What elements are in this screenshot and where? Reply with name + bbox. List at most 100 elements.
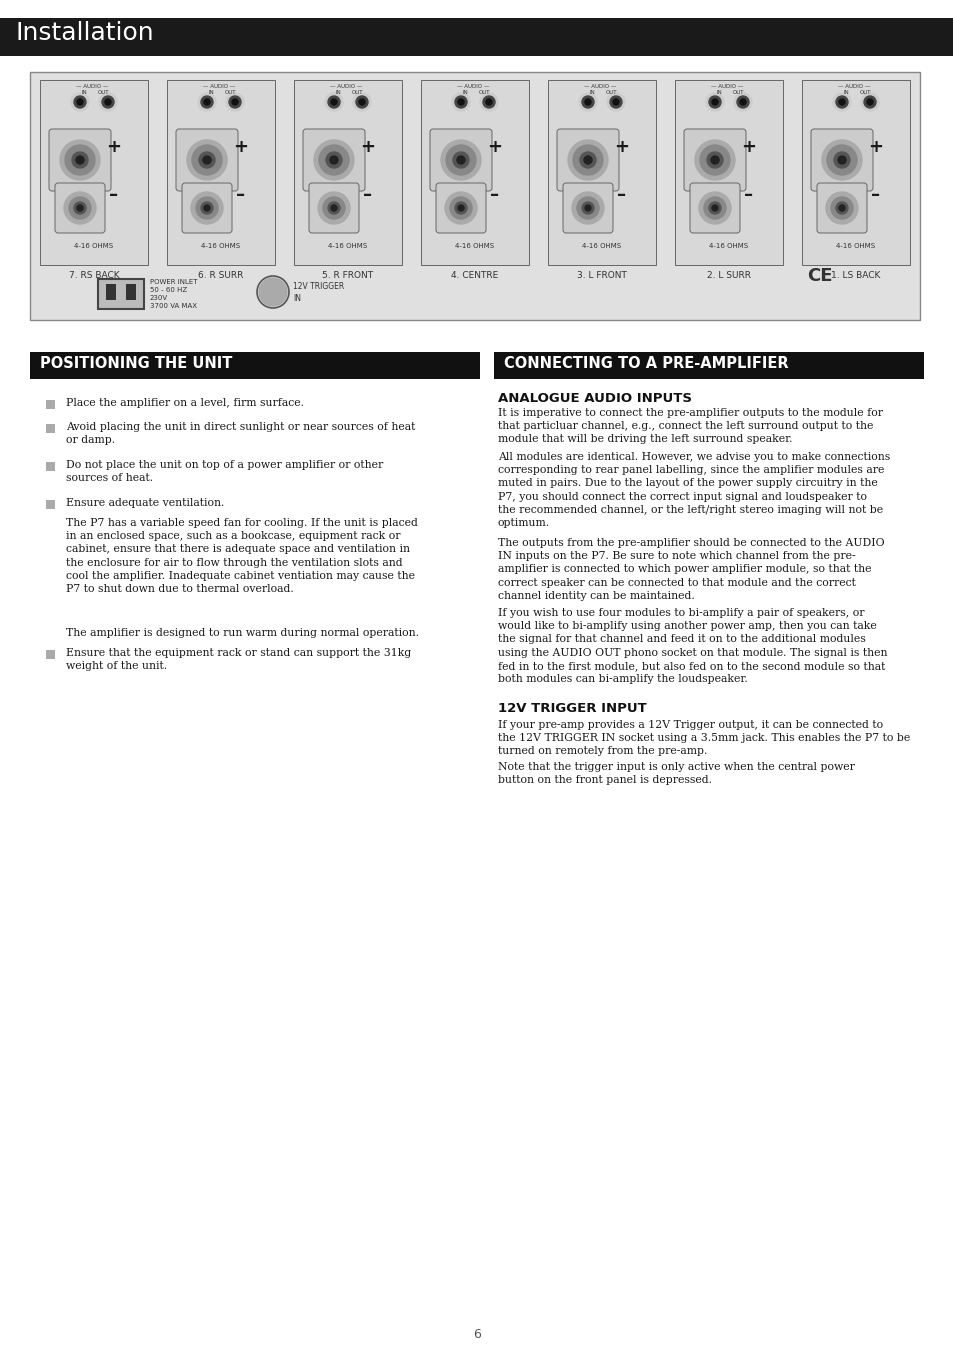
- Bar: [46, 649, 55, 659]
- Circle shape: [584, 99, 590, 105]
- FancyBboxPatch shape: [49, 130, 111, 190]
- Circle shape: [833, 153, 849, 167]
- Text: 3. L FRONT: 3. L FRONT: [577, 271, 626, 279]
- Text: 6. R SURR: 6. R SURR: [198, 271, 243, 279]
- Bar: [0, 18, 953, 55]
- Circle shape: [835, 96, 847, 108]
- Circle shape: [457, 99, 463, 105]
- Bar: [801, 80, 909, 265]
- Text: +: +: [233, 138, 248, 157]
- FancyBboxPatch shape: [303, 130, 365, 190]
- Text: 4-16 OHMS: 4-16 OHMS: [836, 243, 875, 248]
- Circle shape: [69, 197, 91, 219]
- Circle shape: [485, 99, 492, 105]
- Circle shape: [314, 140, 354, 180]
- Circle shape: [830, 197, 852, 219]
- Bar: [30, 352, 479, 379]
- Circle shape: [204, 205, 210, 211]
- Circle shape: [826, 144, 856, 176]
- Text: IN: IN: [843, 90, 849, 94]
- Text: POSITIONING THE UNIT: POSITIONING THE UNIT: [40, 356, 233, 371]
- Bar: [46, 462, 55, 471]
- Circle shape: [203, 157, 211, 163]
- Circle shape: [606, 93, 624, 111]
- Circle shape: [328, 202, 339, 215]
- FancyBboxPatch shape: [55, 184, 105, 234]
- Circle shape: [710, 157, 719, 163]
- Circle shape: [446, 144, 476, 176]
- Bar: [420, 80, 529, 265]
- Circle shape: [195, 197, 218, 219]
- Circle shape: [192, 144, 222, 176]
- Text: OUT: OUT: [98, 90, 110, 94]
- Bar: [46, 400, 55, 409]
- Text: — AUDIO —: — AUDIO —: [583, 84, 616, 89]
- Text: Do not place the unit on top of a power amplifier or other
sources of heat.: Do not place the unit on top of a power …: [66, 460, 383, 483]
- Circle shape: [71, 93, 89, 111]
- Text: IN: IN: [82, 90, 88, 94]
- Circle shape: [699, 192, 730, 224]
- Text: The P7 has a variable speed fan for cooling. If the unit is placed
in an enclose: The P7 has a variable speed fan for cool…: [66, 518, 417, 594]
- Text: ANALOGUE AUDIO INPUTS: ANALOGUE AUDIO INPUTS: [497, 392, 691, 405]
- Circle shape: [577, 197, 598, 219]
- Circle shape: [232, 99, 237, 105]
- Circle shape: [838, 205, 844, 211]
- Bar: [294, 80, 401, 265]
- Circle shape: [71, 153, 88, 167]
- Text: +: +: [614, 138, 629, 157]
- Circle shape: [866, 99, 872, 105]
- Circle shape: [331, 205, 336, 211]
- Text: Ensure that the equipment rack or stand can support the 31kg
weight of the unit.: Ensure that the equipment rack or stand …: [66, 648, 411, 671]
- Text: +: +: [867, 138, 882, 157]
- Circle shape: [455, 96, 467, 108]
- Circle shape: [77, 99, 83, 105]
- Text: CONNECTING TO A PRE-AMPLIFIER: CONNECTING TO A PRE-AMPLIFIER: [503, 356, 788, 371]
- Circle shape: [355, 96, 368, 108]
- Circle shape: [832, 93, 850, 111]
- Text: — AUDIO —: — AUDIO —: [456, 84, 489, 89]
- Text: If your pre-amp provides a 12V Trigger output, it can be connected to
the 12V TR: If your pre-amp provides a 12V Trigger o…: [497, 720, 909, 756]
- Text: 12V TRIGGER INPUT: 12V TRIGGER INPUT: [497, 702, 646, 716]
- Text: 12V TRIGGER
IN: 12V TRIGGER IN: [293, 282, 344, 302]
- Circle shape: [737, 96, 748, 108]
- Text: 4-16 OHMS: 4-16 OHMS: [455, 243, 494, 248]
- Text: It is imperative to connect the pre-amplifier outputs to the module for
that par: It is imperative to connect the pre-ampl…: [497, 408, 882, 444]
- Bar: [40, 80, 148, 265]
- Circle shape: [440, 140, 480, 180]
- Circle shape: [567, 140, 607, 180]
- Bar: [167, 80, 274, 265]
- Circle shape: [613, 99, 618, 105]
- Circle shape: [863, 96, 875, 108]
- Circle shape: [733, 93, 751, 111]
- Text: 4-16 OHMS: 4-16 OHMS: [201, 243, 240, 248]
- FancyBboxPatch shape: [175, 130, 237, 190]
- Circle shape: [444, 192, 476, 224]
- Text: IN: IN: [335, 90, 341, 94]
- Circle shape: [453, 153, 469, 167]
- Circle shape: [326, 153, 341, 167]
- Text: 4-16 OHMS: 4-16 OHMS: [328, 243, 367, 248]
- Circle shape: [821, 140, 862, 180]
- Text: 2. L SURR: 2. L SURR: [706, 271, 750, 279]
- Text: –: –: [236, 186, 245, 204]
- Circle shape: [584, 205, 590, 211]
- Circle shape: [708, 202, 720, 215]
- Circle shape: [258, 278, 287, 306]
- Circle shape: [825, 192, 857, 224]
- Circle shape: [740, 99, 745, 105]
- Text: +: +: [360, 138, 375, 157]
- Circle shape: [358, 99, 365, 105]
- Text: –: –: [870, 186, 880, 204]
- Bar: [675, 80, 782, 265]
- Circle shape: [482, 96, 495, 108]
- Text: IN: IN: [717, 90, 722, 94]
- Circle shape: [201, 96, 213, 108]
- Text: Installation: Installation: [16, 22, 154, 45]
- Circle shape: [229, 96, 241, 108]
- Text: 7. RS BACK: 7. RS BACK: [69, 271, 119, 279]
- Bar: [30, 72, 919, 320]
- Circle shape: [65, 144, 95, 176]
- Circle shape: [581, 202, 594, 215]
- Circle shape: [201, 202, 213, 215]
- Circle shape: [838, 99, 844, 105]
